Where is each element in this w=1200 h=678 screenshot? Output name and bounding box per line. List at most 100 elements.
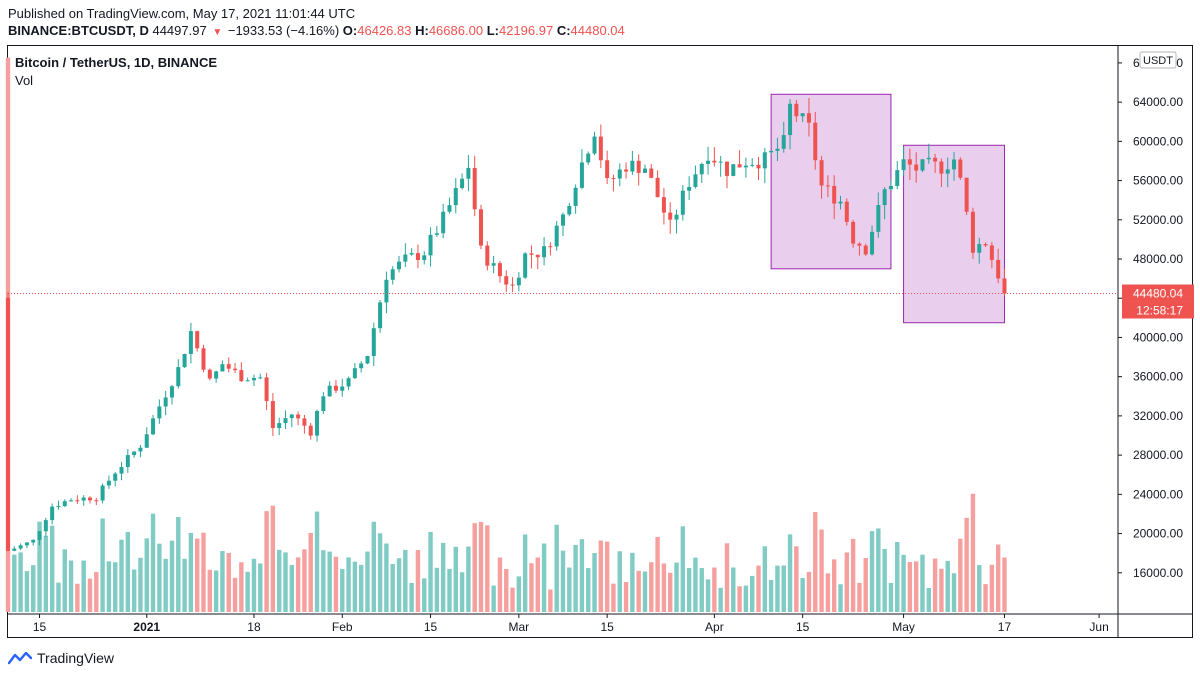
candle-body xyxy=(81,497,86,501)
candle-body xyxy=(277,423,282,429)
volume-bar xyxy=(586,568,591,612)
candle-body xyxy=(636,160,641,173)
volume-bar xyxy=(182,558,187,612)
volume-bar xyxy=(857,582,862,612)
candle-body xyxy=(188,331,193,354)
volume-bar xyxy=(1002,557,1007,612)
volume-bar xyxy=(365,551,370,612)
candle-body xyxy=(806,113,811,123)
candle-body xyxy=(592,136,597,154)
candle-body xyxy=(485,245,490,266)
candle-body xyxy=(712,160,717,163)
volume-bar xyxy=(977,564,982,612)
volume-bar xyxy=(920,554,925,612)
candle-body xyxy=(371,328,376,357)
volume-bar xyxy=(62,549,67,612)
x-tick-label: Apr xyxy=(705,620,724,634)
volume-bar xyxy=(964,517,969,612)
volume-bar xyxy=(661,563,667,612)
candle-body xyxy=(346,378,351,387)
candle-body xyxy=(359,363,364,369)
volume-bar xyxy=(781,565,786,612)
candle-body xyxy=(598,136,603,161)
volume-bar xyxy=(485,525,490,612)
candle-body xyxy=(800,113,805,117)
volume-bar xyxy=(478,521,484,612)
candle-body xyxy=(258,377,263,379)
candle-body xyxy=(952,159,957,170)
volume-bar xyxy=(390,564,395,612)
volume-bar xyxy=(302,549,307,612)
candle-body xyxy=(882,189,887,206)
tradingview-brand[interactable]: TradingView xyxy=(8,650,114,666)
candle-body xyxy=(453,188,458,206)
volume-bar xyxy=(226,552,231,612)
volume-bar xyxy=(907,562,913,612)
volume-bar xyxy=(699,568,704,612)
candle-body xyxy=(649,168,654,178)
volume-bar xyxy=(195,538,200,612)
volume-bar xyxy=(340,569,345,612)
x-tick-label: Jun xyxy=(1089,620,1108,634)
volume-bar xyxy=(472,523,477,612)
candle-body xyxy=(415,253,420,260)
candle-body xyxy=(447,205,452,212)
volume-bar xyxy=(113,562,118,612)
volume-bar xyxy=(529,563,534,612)
candle-body xyxy=(529,253,534,255)
axes: 16000.00 20000.00 24000.00 28000.00 32000.00… xyxy=(8,46,1194,637)
volume-bar xyxy=(207,569,213,612)
candle-body xyxy=(907,159,912,165)
volume-bar xyxy=(718,587,723,612)
volume-bar xyxy=(18,552,23,612)
volume-bar xyxy=(422,578,427,612)
open-value: 46426.83 xyxy=(357,23,412,38)
currency-badge xyxy=(1139,51,1177,69)
volume-bar xyxy=(535,557,540,612)
volume-bar xyxy=(939,568,944,612)
candle-body xyxy=(996,259,1001,279)
volume-bar xyxy=(800,578,805,612)
volume-bar xyxy=(251,558,257,612)
candle-body xyxy=(226,364,231,369)
y-tick-label: 36000.00 xyxy=(1133,370,1183,384)
volume-bar xyxy=(68,560,74,612)
volume-bar xyxy=(876,528,881,612)
volume-bar xyxy=(106,561,112,612)
candle-body xyxy=(674,214,679,220)
candle-body xyxy=(945,169,950,174)
volume-bar xyxy=(163,558,168,612)
volume-bar xyxy=(384,543,389,612)
volume-bar xyxy=(882,548,887,612)
volume-bar xyxy=(409,582,414,612)
volume-bar xyxy=(869,531,875,612)
volume-bar xyxy=(831,559,837,612)
volume-bar xyxy=(119,539,124,612)
y-tick-label: 60000.00 xyxy=(1133,134,1183,148)
y-tick-label: 64000.00 xyxy=(1133,95,1183,109)
volume-bar xyxy=(157,543,162,612)
candle-body xyxy=(561,214,565,226)
volume-bar xyxy=(31,565,36,612)
volume-bar xyxy=(787,534,793,612)
volume-bar xyxy=(504,568,509,612)
volume-bar xyxy=(497,557,503,612)
candle-body xyxy=(516,277,521,286)
tradingview-logo-icon xyxy=(8,651,32,665)
volume-bar xyxy=(403,549,408,612)
volume-bar xyxy=(434,567,440,612)
volume-bar xyxy=(258,563,263,612)
candle-body xyxy=(138,447,143,452)
candle-body xyxy=(397,261,402,270)
candle-body xyxy=(876,205,881,232)
highlight-boxes xyxy=(770,93,1005,324)
volume-bar xyxy=(863,558,868,612)
last-price-value: 44497.97 xyxy=(152,23,207,38)
candle-body xyxy=(914,164,919,171)
volume-bar xyxy=(750,575,755,612)
candle-body xyxy=(340,386,345,391)
volume-bar xyxy=(327,551,332,612)
volume-bar xyxy=(125,531,131,612)
candle-body xyxy=(62,501,67,507)
